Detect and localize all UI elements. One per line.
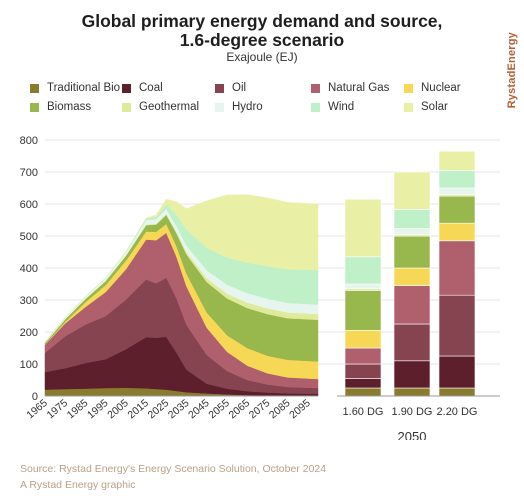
bar-segment-solar xyxy=(438,150,476,171)
bar-segment-traditional-bio xyxy=(393,387,431,397)
credit-note: A Rystad Energy graphic xyxy=(20,479,136,491)
bar-segment-solar xyxy=(393,171,431,210)
bar-segment-wind xyxy=(393,209,431,229)
chart-title-line1: Global primary energy demand and source, xyxy=(81,11,443,31)
legend-label: Nuclear xyxy=(421,82,461,94)
legend-item-hydro: Hydro xyxy=(215,101,263,113)
legend-label: Wind xyxy=(328,101,355,113)
bar-segment-natural-gas xyxy=(438,240,476,296)
legend-item-wind: Wind xyxy=(311,101,354,113)
legend-label: Solar xyxy=(421,101,448,113)
bar-segment-nuclear xyxy=(393,267,431,286)
legend-swatch xyxy=(404,102,413,112)
y-tick-label: 0 xyxy=(32,391,38,403)
legend-label: Traditional Bio xyxy=(47,82,121,94)
bar-segment-hydro xyxy=(344,283,382,290)
x-tick-label: 2055 xyxy=(206,397,232,421)
x-tick-label: 2025 xyxy=(146,397,172,421)
bar-category-label: 1.60 DG xyxy=(343,406,384,418)
source-note: Source: Rystad Energy's Energy Scenario … xyxy=(20,463,327,475)
x-tick-label: 1985 xyxy=(65,397,91,421)
legend-swatch xyxy=(122,83,131,93)
x-tick-label: 1995 xyxy=(85,397,111,421)
chart-title-line2: 1.6-degree scenario xyxy=(179,30,345,50)
legend-label: Geothermal xyxy=(139,101,200,113)
y-tick-label: 700 xyxy=(20,167,38,179)
x-tick-label: 2015 xyxy=(125,397,151,421)
bar-segment-biomass xyxy=(438,195,476,224)
bar-segment-nuclear xyxy=(344,330,382,349)
legend-swatch xyxy=(404,83,413,93)
legend-swatch xyxy=(30,102,39,112)
bar-segment-coal xyxy=(344,378,382,389)
legend-item-solar: Solar xyxy=(404,101,448,113)
bar-segment-oil xyxy=(438,294,476,357)
legend-label: Biomass xyxy=(47,101,92,113)
area-series-solar xyxy=(44,194,319,343)
y-tick-label: 200 xyxy=(20,327,38,339)
y-tick-label: 800 xyxy=(20,135,38,147)
legend-label: Hydro xyxy=(232,101,263,113)
bar-segment-hydro xyxy=(393,228,431,235)
legend-swatch xyxy=(215,102,224,112)
bar-segment-hydro xyxy=(438,187,476,195)
bar-segment-wind xyxy=(344,256,382,285)
bar-category-label: 1.90 DG xyxy=(392,406,433,418)
bar-segment-oil xyxy=(393,323,431,362)
x-tick-label: 2005 xyxy=(105,397,131,421)
bar-segment-natural-gas xyxy=(344,347,382,365)
legend-item-traditional-bio: Traditional Bio xyxy=(30,82,120,94)
y-tick-label: 300 xyxy=(20,295,38,307)
legend-item-nuclear: Nuclear xyxy=(404,82,461,94)
x-tick-label: 2085 xyxy=(267,397,293,421)
y-tick-label: 400 xyxy=(20,263,38,275)
legend-swatch xyxy=(215,83,224,93)
bar-segment-coal xyxy=(393,360,431,389)
legend-item-oil: Oil xyxy=(215,82,246,94)
x-tick-label: 2035 xyxy=(166,397,192,421)
bar-segment-wind xyxy=(438,170,476,189)
x-tick-label: 2075 xyxy=(247,397,273,421)
legend-label: Oil xyxy=(232,82,247,94)
legend-swatch xyxy=(30,83,39,93)
bar-segment-coal xyxy=(438,355,476,389)
bar-segment-biomass xyxy=(344,290,382,331)
x-tick-label: 1975 xyxy=(45,397,71,421)
chart-area: 0 100 200 300 400 500 600 700 800 196519751985199… xyxy=(20,135,500,440)
bar-category-label: 2.20 DG xyxy=(437,406,478,418)
chart-subtitle: Exajoule (EJ) xyxy=(226,50,298,64)
legend-item-coal: Coal xyxy=(122,82,163,94)
legend-swatch xyxy=(311,102,320,112)
legend-swatch xyxy=(122,102,131,112)
bar-segment-solar xyxy=(344,198,382,258)
bar-segment-oil xyxy=(344,363,382,379)
legend-label: Natural Gas xyxy=(328,82,390,94)
legend-label: Coal xyxy=(139,82,163,94)
x-tick-label: 2095 xyxy=(287,397,313,421)
legend-item-natural-gas: Natural Gas xyxy=(311,82,389,94)
bar-segment-biomass xyxy=(393,235,431,269)
bar-segment-nuclear xyxy=(438,222,476,242)
legend-item-geothermal: Geothermal xyxy=(122,101,199,113)
x-tick-label: 1965 xyxy=(24,397,50,421)
x-tick-label: 2045 xyxy=(186,397,212,421)
bar-segment-traditional-bio xyxy=(438,387,476,397)
y-tick-label: 500 xyxy=(20,231,38,243)
legend-item-biomass: Biomass xyxy=(30,101,91,113)
y-tick-label: 100 xyxy=(20,359,38,371)
bar-segment-natural-gas xyxy=(393,285,431,325)
legend-swatch xyxy=(311,83,320,93)
y-tick-label: 600 xyxy=(20,199,38,211)
x-tick-label: 2065 xyxy=(227,397,253,421)
bar-segment-traditional-bio xyxy=(344,387,382,397)
bar-group-label: 2050 xyxy=(398,429,427,440)
